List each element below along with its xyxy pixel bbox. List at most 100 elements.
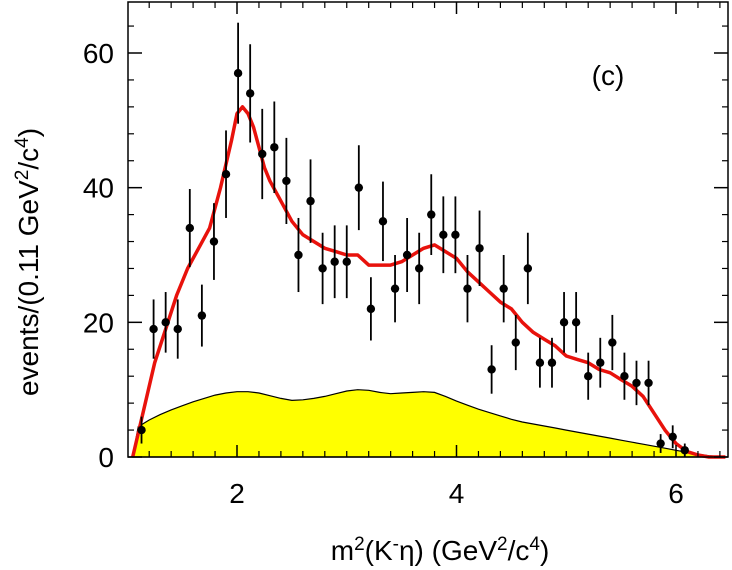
data-point xyxy=(571,292,581,353)
data-point xyxy=(427,174,436,255)
data-marker xyxy=(608,338,617,347)
x-tick-label: 6 xyxy=(668,478,684,509)
data-point xyxy=(656,434,665,453)
y-tick-label: 60 xyxy=(83,38,114,69)
data-marker xyxy=(173,324,182,334)
panel-label: (c) xyxy=(592,60,625,91)
data-point xyxy=(330,225,339,299)
data-marker xyxy=(390,284,400,293)
background-area xyxy=(131,389,726,458)
data-marker xyxy=(535,358,545,367)
data-marker xyxy=(451,230,460,239)
data-marker xyxy=(668,432,677,441)
data-marker xyxy=(221,170,231,179)
data-point xyxy=(185,189,195,268)
data-marker xyxy=(330,257,339,266)
data-point xyxy=(439,196,448,274)
data-marker xyxy=(318,264,327,273)
data-marker xyxy=(620,372,629,381)
data-point xyxy=(547,337,557,388)
y-tick-label: 0 xyxy=(98,442,114,473)
data-point xyxy=(294,217,303,293)
data-marker xyxy=(439,230,448,239)
data-point xyxy=(680,443,689,457)
data-marker xyxy=(414,264,424,273)
data-marker xyxy=(270,143,279,152)
data-marker xyxy=(282,176,291,186)
data-marker xyxy=(161,318,170,327)
data-point xyxy=(306,159,315,243)
data-point xyxy=(632,360,641,406)
data-point xyxy=(608,314,617,371)
data-point xyxy=(245,44,255,143)
data-marker xyxy=(427,210,436,219)
data-point xyxy=(161,292,170,353)
data-marker xyxy=(149,324,158,334)
data-point xyxy=(390,255,400,323)
data-point xyxy=(487,345,496,394)
data-point xyxy=(475,210,484,286)
data-point xyxy=(233,22,243,124)
data-marker xyxy=(209,237,219,246)
data-point xyxy=(149,299,158,359)
data-point xyxy=(318,232,327,305)
data-marker xyxy=(185,223,195,233)
data-marker xyxy=(233,69,243,78)
data-marker xyxy=(547,358,557,367)
x-tick-label: 4 xyxy=(449,478,465,509)
data-marker xyxy=(644,378,653,388)
data-point xyxy=(270,101,279,194)
data-marker xyxy=(596,358,605,367)
data-marker xyxy=(487,365,496,374)
x-tick-label: 2 xyxy=(229,478,245,509)
data-marker xyxy=(571,318,581,327)
data-marker xyxy=(245,89,255,98)
data-point xyxy=(511,314,520,371)
x-axis-label: m2(K-η) (GeV2/c4) xyxy=(331,534,550,566)
data-marker xyxy=(258,149,267,159)
data-marker xyxy=(559,318,569,327)
data-point xyxy=(668,425,677,449)
data-marker xyxy=(402,250,412,260)
y-tick-label: 40 xyxy=(83,173,114,204)
data-marker xyxy=(366,304,376,314)
data-marker xyxy=(294,250,303,260)
data-marker xyxy=(463,284,472,293)
y-tick-label: 20 xyxy=(83,307,114,338)
data-point xyxy=(499,255,508,323)
data-marker xyxy=(680,446,689,455)
data-marker xyxy=(197,311,207,320)
data-point xyxy=(342,225,351,299)
data-point xyxy=(414,232,424,305)
data-point xyxy=(620,352,629,400)
data-points xyxy=(137,22,689,457)
data-marker xyxy=(354,183,364,192)
data-marker xyxy=(523,264,533,273)
data-point xyxy=(221,130,231,218)
data-point xyxy=(137,416,146,444)
plot-frame xyxy=(127,1,729,458)
data-point xyxy=(451,196,460,274)
data-marker xyxy=(475,244,484,253)
data-point xyxy=(596,337,605,388)
data-point xyxy=(535,337,545,388)
data-marker xyxy=(306,196,315,206)
data-point xyxy=(378,181,388,262)
data-point xyxy=(644,360,653,406)
data-marker xyxy=(511,338,520,347)
data-point xyxy=(209,203,219,280)
data-marker xyxy=(342,257,351,266)
data-point xyxy=(463,255,472,323)
data-point xyxy=(523,232,533,305)
data-point xyxy=(282,137,291,225)
data-point xyxy=(197,284,207,347)
data-point xyxy=(559,292,569,353)
data-point xyxy=(402,217,412,293)
data-point xyxy=(584,352,593,400)
data-point xyxy=(173,299,182,359)
data-marker xyxy=(656,439,665,448)
data-point xyxy=(354,145,364,231)
data-marker xyxy=(378,217,388,226)
